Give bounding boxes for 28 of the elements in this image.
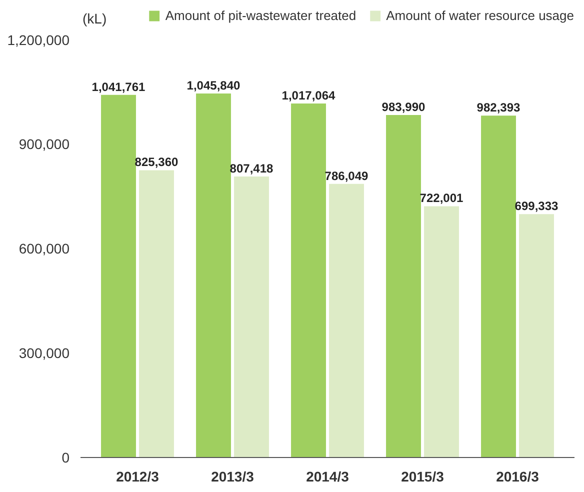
bar (329, 184, 364, 458)
y-tick-label: 600,000 (18, 240, 70, 257)
x-tick-label: 2012/3 (116, 468, 160, 484)
y-tick-label: 900,000 (18, 136, 70, 152)
x-tick-label: 2016/3 (496, 468, 540, 484)
bar (234, 176, 269, 458)
bar (139, 170, 174, 458)
x-tick-label: 2014/3 (306, 468, 350, 484)
legend-label: Amount of water resource usage (386, 8, 574, 23)
data-label: 1,017,064 (282, 88, 336, 102)
data-label: 1,045,840 (186, 78, 241, 92)
bar (519, 214, 554, 458)
bar (424, 206, 459, 458)
x-tick-label: 2015/3 (401, 468, 444, 484)
y-tick-label: 300,000 (18, 345, 70, 362)
data-label: 1,041,761 (92, 80, 146, 94)
bar (101, 94, 136, 458)
data-label: 982,393 (476, 100, 521, 115)
bar (196, 93, 231, 458)
y-tick-label: 0 (62, 450, 70, 466)
y-axis-title: (kL) (82, 10, 107, 26)
x-tick-label: 2013/3 (211, 468, 254, 484)
bar (481, 116, 516, 458)
legend-label: Amount of pit-wastewater treated (165, 8, 356, 23)
bar (291, 104, 326, 458)
data-label: 983,990 (382, 100, 426, 114)
y-tick-label: 1,200,000 (7, 32, 70, 48)
bar (386, 115, 421, 458)
